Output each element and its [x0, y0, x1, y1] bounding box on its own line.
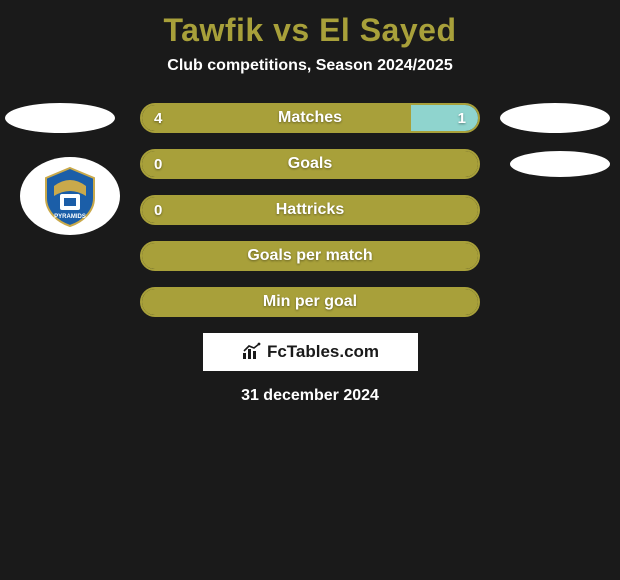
chart-icon	[241, 341, 263, 363]
player-right-flag	[500, 103, 610, 133]
bar-row: 0Hattricks	[140, 195, 480, 225]
comparison-chart: PYRAMIDS 41Matches 0Goals 0Hattricks Goals …	[0, 103, 620, 317]
page-title: Tawfik vs El Sayed	[0, 0, 620, 49]
bars-container: 41Matches 0Goals 0Hattricks Goals per match…	[140, 103, 480, 317]
brand-badge: FcTables.com	[203, 333, 418, 371]
player-left-flag	[5, 103, 115, 133]
bar-label: Min per goal	[142, 289, 478, 315]
bar-row: 41Matches	[140, 103, 480, 133]
footer-date: 31 december 2024	[0, 387, 620, 405]
bar-row: Min per goal	[140, 287, 480, 317]
bar-label: Goals per match	[142, 243, 478, 269]
brand-text: FcTables.com	[267, 342, 379, 362]
subtitle: Club competitions, Season 2024/2025	[0, 57, 620, 75]
svg-text:PYRAMIDS: PYRAMIDS	[54, 214, 86, 220]
bar-row: Goals per match	[140, 241, 480, 271]
player-left-club-badge: PYRAMIDS	[20, 157, 120, 235]
bar-row: 0Goals	[140, 149, 480, 179]
player-right-club-flag	[510, 151, 610, 177]
bar-label: Matches	[142, 105, 478, 131]
bar-label: Goals	[142, 151, 478, 177]
bar-label: Hattricks	[142, 197, 478, 223]
